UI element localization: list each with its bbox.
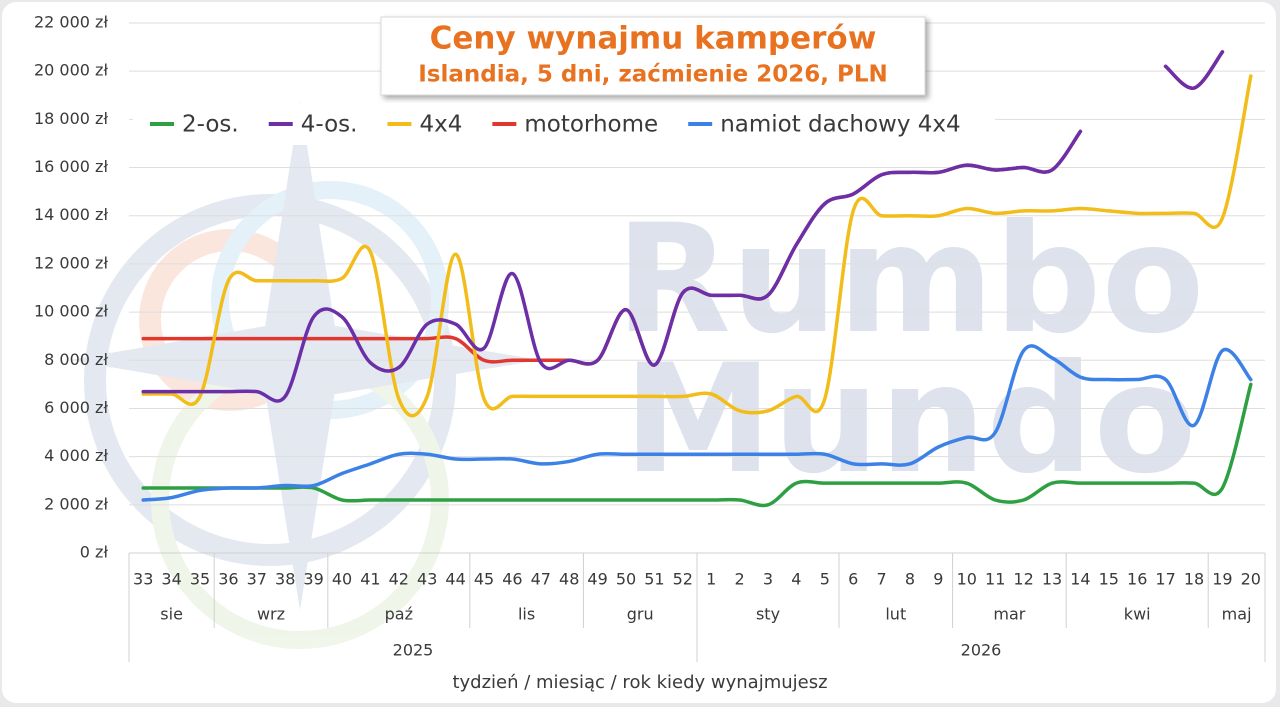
x-tick-label: 1 [706,570,716,589]
year-label: 2026 [961,641,1002,660]
x-tick-label: 15 [1099,570,1119,589]
x-tick-label: 36 [218,570,238,589]
x-tick-label: 10 [957,570,977,589]
watermark-text: Rumbo [615,193,1204,367]
legend-label: namiot dachowy 4x4 [720,112,960,138]
month-label: kwi [1124,605,1151,624]
y-tick-label: 8 000 zł [44,350,108,369]
x-tick-label: 18 [1184,570,1204,589]
legend: 2-os. 4-os. 4x4 motorhome namiot dachowy 4x4 [150,112,961,138]
y-tick-label: 0 zł [80,543,109,562]
y-tick-label: 22 000 zł [34,13,108,32]
x-tick-label: 16 [1127,570,1147,589]
y-tick-label: 6 000 zł [44,398,108,417]
series-line [141,50,1225,403]
x-tick-label: 5 [820,570,830,589]
x-tick-label: 39 [303,570,323,589]
x-tick-label: 19 [1212,570,1232,589]
x-tick-label: 52 [673,570,693,589]
chart-title: Ceny wynajmu kamperów [430,21,877,57]
month-label: gru [627,605,654,624]
x-axis: 33 34 35 36 37 38 39 40 41 42 43 44 45 46 47 48 49 50 51 52… [128,552,1266,662]
x-tick-label: 44 [445,570,465,589]
x-tick-label: 17 [1155,570,1175,589]
x-tick-label: 47 [531,570,551,589]
x-tick-label: 8 [905,570,915,589]
x-tick-label: 35 [190,570,210,589]
x-tick-label: 33 [133,570,153,589]
x-tick-label: 12 [1013,570,1033,589]
x-tick-label: 50 [616,570,636,589]
series-line [141,382,1253,508]
x-tick-label: 34 [161,570,181,589]
legend-label: motorhome [524,112,658,138]
x-axis-title: tydzień / miesiąc / rok kiedy wynajmujes… [452,672,827,693]
x-tick-label: 6 [848,570,858,589]
x-tick-label: 2 [735,570,745,589]
month-label: mar [993,605,1025,624]
month-label: paź [385,605,413,624]
legend-label: 2-os. [182,112,239,138]
title-box [380,16,926,96]
x-tick-label: 42 [389,570,409,589]
y-tick-label: 4 000 zł [44,446,108,465]
x-tick-label: 46 [502,570,522,589]
x-tick-label: 51 [644,570,664,589]
month-label: lis [518,605,535,624]
x-tick-label: 48 [559,570,579,589]
x-tick-label: 49 [587,570,607,589]
y-tick-label: 16 000 zł [34,157,108,176]
series-line [141,344,1253,502]
x-tick-label: 41 [360,570,380,589]
x-tick-label: 38 [275,570,295,589]
month-label: maj [1222,605,1252,624]
x-tick-label: 7 [877,570,887,589]
x-tick-label: 43 [417,570,437,589]
x-tick-label: 14 [1070,570,1090,589]
y-tick-label: 18 000 zł [34,109,108,128]
x-tick-label: 37 [247,570,267,589]
watermark-text: Mundo [623,333,1196,507]
x-tick-label: 4 [791,570,801,589]
y-tick-label: 2 000 zł [44,494,108,513]
y-tick-label: 14 000 zł [34,205,108,224]
x-tick-label: 13 [1042,570,1062,589]
y-tick-label: 10 000 zł [34,302,108,321]
x-tick-label: 3 [763,570,773,589]
year-label: 2025 [393,641,434,660]
month-label: sie [160,605,183,624]
x-tick-label: 45 [474,570,494,589]
legend-label: 4x4 [419,112,462,138]
x-tick-label: 20 [1241,570,1261,589]
series-lines [141,50,1253,508]
month-label: sty [756,605,780,624]
y-tick-label: 12 000 zł [34,253,108,272]
x-tick-label: 9 [933,570,943,589]
month-label: lut [885,605,906,624]
y-tick-label: 20 000 zł [34,61,108,80]
series-line [141,74,1253,418]
x-tick-label: 40 [332,570,352,589]
x-tick-label: 11 [985,570,1005,589]
legend-label: 4-os. [301,112,358,138]
month-label: wrz [257,605,285,624]
chart-subtitle: Islandia, 5 dni, zaćmienie 2026, PLN [418,62,888,88]
